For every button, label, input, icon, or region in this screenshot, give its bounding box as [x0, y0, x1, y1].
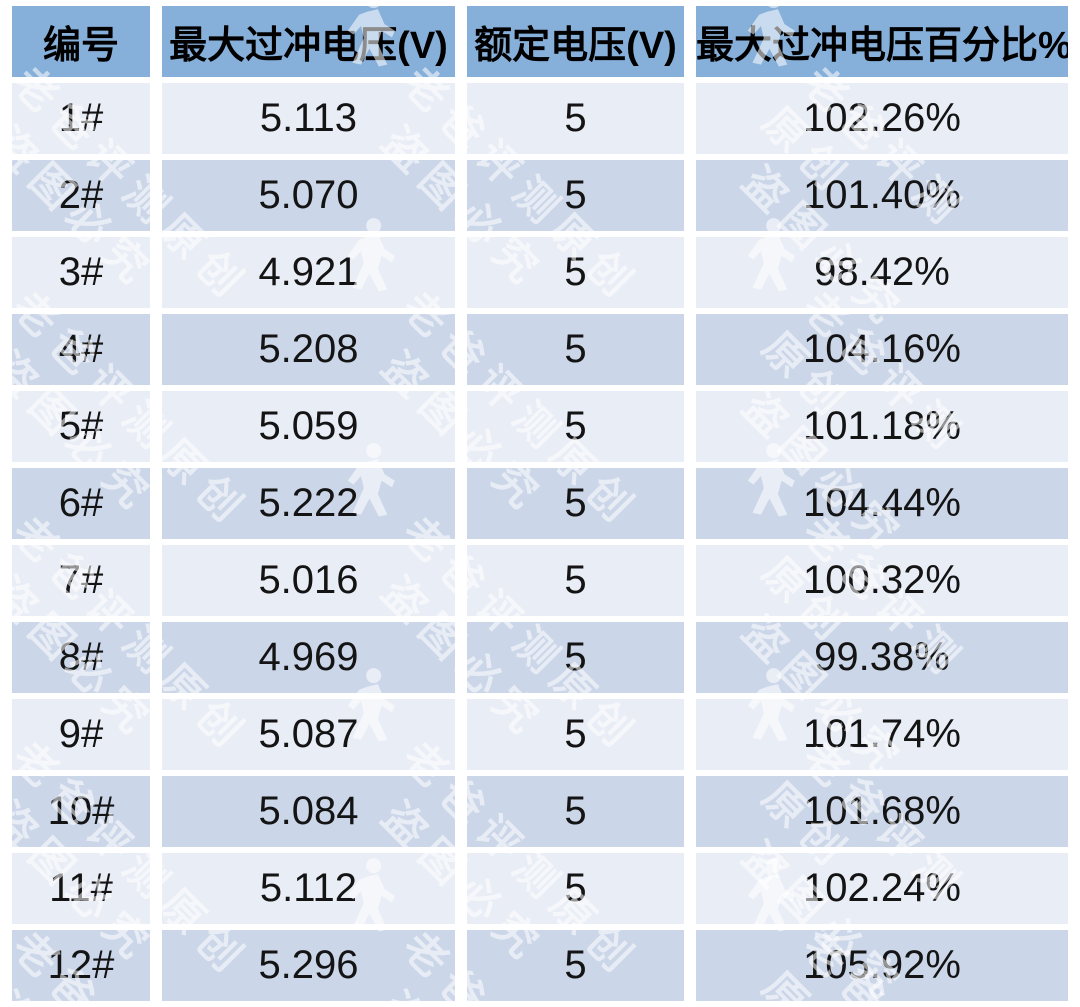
header-cell-max-overshoot: 最大过冲电压(V) — [162, 6, 455, 77]
table-cell-id: 8# — [12, 622, 150, 693]
table-cell-rated-voltage: 5 — [467, 699, 684, 770]
table-row: 6# 5.222 5 104.44% — [12, 468, 1068, 539]
table-cell-max-overshoot: 5.113 — [162, 83, 455, 154]
table-row: 1# 5.113 5 102.26% — [12, 83, 1068, 154]
table-cell-max-overshoot: 5.084 — [162, 776, 455, 847]
table-cell-max-overshoot: 5.070 — [162, 160, 455, 231]
table-cell-rated-voltage: 5 — [467, 237, 684, 308]
table-row: 2# 5.070 5 101.40% — [12, 160, 1068, 231]
table-header-row: 编号 最大过冲电压(V) 额定电压(V) 最大过冲电压百分比% — [12, 6, 1068, 77]
table-cell-percentage: 101.74% — [696, 699, 1068, 770]
table-row: 5# 5.059 5 101.18% — [12, 391, 1068, 462]
table-cell-id: 3# — [12, 237, 150, 308]
table-cell-percentage: 101.68% — [696, 776, 1068, 847]
table-row: 11# 5.112 5 102.24% — [12, 853, 1068, 924]
table-cell-id: 7# — [12, 545, 150, 616]
table-cell-percentage: 104.44% — [696, 468, 1068, 539]
table-cell-id: 11# — [12, 853, 150, 924]
table-cell-rated-voltage: 5 — [467, 622, 684, 693]
table-cell-id: 1# — [12, 83, 150, 154]
table-cell-id: 4# — [12, 314, 150, 385]
table-cell-id: 10# — [12, 776, 150, 847]
table-cell-rated-voltage: 5 — [467, 468, 684, 539]
header-cell-rated-voltage: 额定电压(V) — [467, 6, 684, 77]
table-cell-id: 2# — [12, 160, 150, 231]
header-cell-percentage: 最大过冲电压百分比% — [696, 6, 1068, 77]
table-row: 8# 4.969 5 99.38% — [12, 622, 1068, 693]
table-cell-percentage: 102.26% — [696, 83, 1068, 154]
table-cell-rated-voltage: 5 — [467, 930, 684, 1001]
table-row: 10# 5.084 5 101.68% — [12, 776, 1068, 847]
table-cell-rated-voltage: 5 — [467, 160, 684, 231]
table-cell-id: 12# — [12, 930, 150, 1001]
table-cell-percentage: 102.24% — [696, 853, 1068, 924]
table-row: 3# 4.921 5 98.42% — [12, 237, 1068, 308]
table-cell-rated-voltage: 5 — [467, 545, 684, 616]
table-cell-max-overshoot: 5.296 — [162, 930, 455, 1001]
table-body: 1# 5.113 5 102.26% 2# 5.070 5 101.40% 3# 4.921 5 98… — [12, 83, 1068, 1001]
table-cell-rated-voltage: 5 — [467, 83, 684, 154]
table-cell-max-overshoot: 5.208 — [162, 314, 455, 385]
table-row: 12# 5.296 5 105.92% — [12, 930, 1068, 1001]
table-cell-max-overshoot: 4.921 — [162, 237, 455, 308]
table-cell-percentage: 101.40% — [696, 160, 1068, 231]
table-cell-max-overshoot: 5.222 — [162, 468, 455, 539]
table-cell-max-overshoot: 5.112 — [162, 853, 455, 924]
table-cell-max-overshoot: 5.059 — [162, 391, 455, 462]
table-cell-percentage: 98.42% — [696, 237, 1068, 308]
table-cell-rated-voltage: 5 — [467, 853, 684, 924]
table-cell-rated-voltage: 5 — [467, 776, 684, 847]
table-cell-percentage: 105.92% — [696, 930, 1068, 1001]
table-cell-rated-voltage: 5 — [467, 391, 684, 462]
table-cell-max-overshoot: 4.969 — [162, 622, 455, 693]
table-cell-max-overshoot: 5.087 — [162, 699, 455, 770]
table-cell-percentage: 101.18% — [696, 391, 1068, 462]
table-row: 7# 5.016 5 100.32% — [12, 545, 1068, 616]
table-row: 9# 5.087 5 101.74% — [12, 699, 1068, 770]
table-cell-percentage: 104.16% — [696, 314, 1068, 385]
header-cell-id: 编号 — [12, 6, 150, 77]
table-cell-id: 5# — [12, 391, 150, 462]
table-cell-id: 9# — [12, 699, 150, 770]
table-cell-percentage: 99.38% — [696, 622, 1068, 693]
table-cell-rated-voltage: 5 — [467, 314, 684, 385]
table-row: 4# 5.208 5 104.16% — [12, 314, 1068, 385]
table-cell-max-overshoot: 5.016 — [162, 545, 455, 616]
table-cell-id: 6# — [12, 468, 150, 539]
table-cell-percentage: 100.32% — [696, 545, 1068, 616]
